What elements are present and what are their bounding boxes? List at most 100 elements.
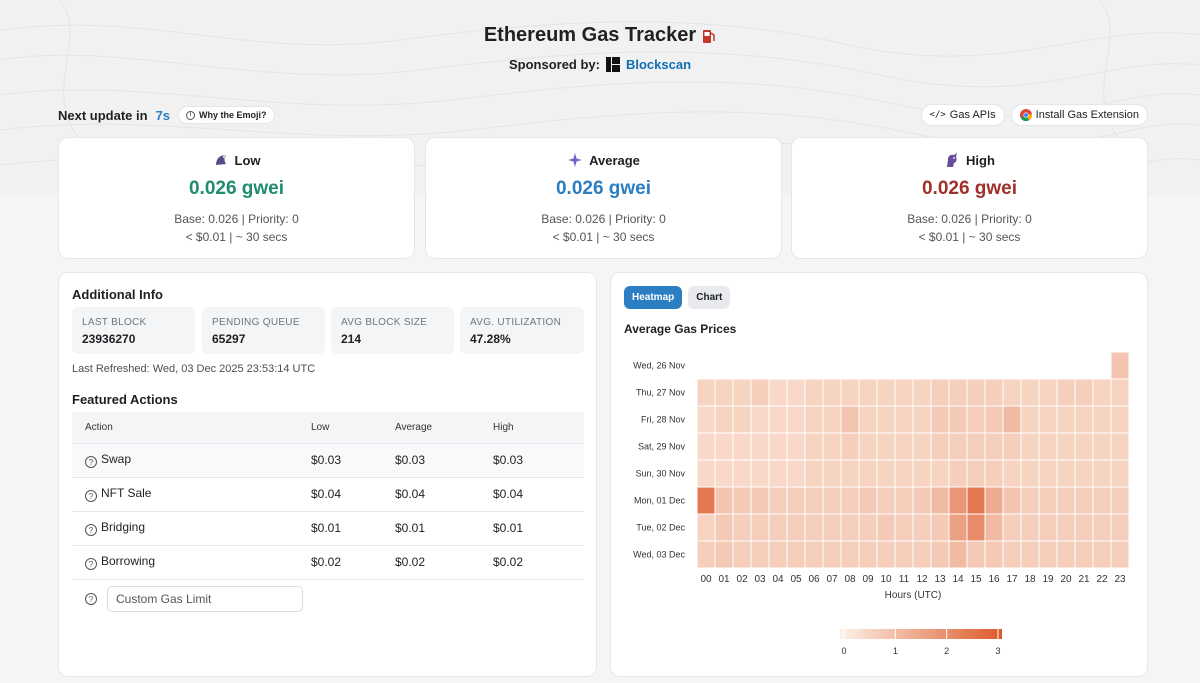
heatmap-cell[interactable] (1056, 540, 1076, 569)
heatmap-cell[interactable] (1020, 459, 1040, 488)
install-extension-button[interactable]: Install Gas Extension (1010, 104, 1148, 126)
heatmap-cell[interactable] (876, 513, 896, 542)
heatmap-cell[interactable] (822, 513, 842, 542)
heatmap-cell[interactable] (894, 405, 914, 434)
heatmap-cell[interactable] (768, 378, 788, 407)
heatmap-cell[interactable] (1092, 432, 1112, 461)
heatmap-cell[interactable] (714, 378, 734, 407)
heatmap-cell[interactable] (768, 405, 788, 434)
heatmap-cell[interactable] (930, 459, 950, 488)
heatmap-cell[interactable] (750, 378, 770, 407)
tab-chart[interactable]: Chart (688, 286, 731, 309)
heatmap-cell[interactable] (894, 486, 914, 515)
heatmap-cell[interactable] (750, 513, 770, 542)
heatmap-cell[interactable] (732, 459, 752, 488)
heatmap-cell[interactable] (804, 540, 824, 569)
heatmap-cell[interactable] (696, 486, 716, 515)
custom-gas-limit-input[interactable] (107, 586, 303, 612)
heatmap-cell[interactable] (1074, 432, 1094, 461)
heatmap-cell[interactable] (714, 405, 734, 434)
heatmap-cell[interactable] (786, 405, 806, 434)
heatmap-cell[interactable] (984, 459, 1004, 488)
heatmap-cell[interactable] (768, 459, 788, 488)
why-emoji-button[interactable]: i Why the Emoji? (178, 106, 275, 124)
heatmap-cell[interactable] (1038, 513, 1058, 542)
heatmap-cell[interactable] (804, 405, 824, 434)
heatmap-cell[interactable] (1110, 432, 1130, 461)
heatmap-cell[interactable] (1074, 459, 1094, 488)
heatmap-cell[interactable] (912, 459, 932, 488)
heatmap-cell[interactable] (804, 432, 824, 461)
heatmap-cell[interactable] (732, 513, 752, 542)
heatmap-cell[interactable] (1092, 540, 1112, 569)
heatmap-cell[interactable] (1074, 486, 1094, 515)
heatmap-cell[interactable] (966, 540, 986, 569)
heatmap-cell[interactable] (1074, 513, 1094, 542)
heatmap-cell[interactable] (1110, 486, 1130, 515)
heatmap-cell[interactable] (1074, 405, 1094, 434)
heatmap-cell[interactable] (912, 405, 932, 434)
heatmap-cell[interactable] (1110, 351, 1130, 380)
heatmap-cell[interactable] (822, 405, 842, 434)
heatmap-cell[interactable] (786, 459, 806, 488)
heatmap-cell[interactable] (1056, 486, 1076, 515)
question-icon[interactable]: ? (85, 524, 97, 537)
question-icon[interactable]: ? (85, 490, 97, 503)
heatmap-cell[interactable] (1002, 486, 1022, 515)
heatmap-cell[interactable] (930, 432, 950, 461)
heatmap-cell[interactable] (714, 432, 734, 461)
heatmap-cell[interactable] (912, 540, 932, 569)
heatmap-cell[interactable] (822, 459, 842, 488)
question-icon[interactable]: ? (85, 558, 97, 571)
heatmap-cell[interactable] (804, 459, 824, 488)
heatmap-cell[interactable] (786, 540, 806, 569)
heatmap-cell[interactable] (894, 459, 914, 488)
heatmap-cell[interactable] (1092, 378, 1112, 407)
heatmap-cell[interactable] (858, 459, 878, 488)
heatmap-cell[interactable] (822, 432, 842, 461)
heatmap-cell[interactable] (966, 513, 986, 542)
heatmap-cell[interactable] (768, 513, 788, 542)
heatmap-cell[interactable] (696, 432, 716, 461)
heatmap-cell[interactable] (948, 459, 968, 488)
heatmap-cell[interactable] (1056, 513, 1076, 542)
heatmap-cell[interactable] (1110, 459, 1130, 488)
heatmap-cell[interactable] (984, 540, 1004, 569)
heatmap-cell[interactable] (930, 540, 950, 569)
heatmap-cell[interactable] (714, 513, 734, 542)
heatmap-cell[interactable] (930, 486, 950, 515)
gas-apis-button[interactable]: </> Gas APIs (920, 104, 1005, 126)
heatmap-cell[interactable] (1056, 405, 1076, 434)
heatmap-cell[interactable] (984, 405, 1004, 434)
heatmap-cell[interactable] (1020, 378, 1040, 407)
question-icon[interactable]: ? (85, 593, 97, 605)
heatmap-cell[interactable] (732, 378, 752, 407)
heatmap-cell[interactable] (912, 378, 932, 407)
heatmap-cell[interactable] (696, 405, 716, 434)
heatmap-cell[interactable] (1020, 540, 1040, 569)
heatmap-cell[interactable] (696, 378, 716, 407)
heatmap-cell[interactable] (696, 513, 716, 542)
heatmap-cell[interactable] (966, 459, 986, 488)
heatmap-cell[interactable] (822, 378, 842, 407)
heatmap-cell[interactable] (894, 540, 914, 569)
heatmap-cell[interactable] (966, 432, 986, 461)
heatmap-cell[interactable] (1002, 513, 1022, 542)
heatmap-cell[interactable] (768, 432, 788, 461)
heatmap-cell[interactable] (732, 540, 752, 569)
heatmap-cell[interactable] (984, 432, 1004, 461)
heatmap-cell[interactable] (732, 486, 752, 515)
heatmap-cell[interactable] (840, 405, 860, 434)
heatmap-cell[interactable] (948, 540, 968, 569)
heatmap-cell[interactable] (714, 459, 734, 488)
heatmap-cell[interactable] (912, 486, 932, 515)
heatmap-cell[interactable] (786, 486, 806, 515)
heatmap-cell[interactable] (894, 513, 914, 542)
heatmap-cell[interactable] (786, 432, 806, 461)
heatmap-cell[interactable] (804, 378, 824, 407)
heatmap-cell[interactable] (948, 432, 968, 461)
heatmap-cell[interactable] (840, 432, 860, 461)
heatmap-cell[interactable] (750, 405, 770, 434)
heatmap-cell[interactable] (1056, 459, 1076, 488)
heatmap-cell[interactable] (894, 432, 914, 461)
